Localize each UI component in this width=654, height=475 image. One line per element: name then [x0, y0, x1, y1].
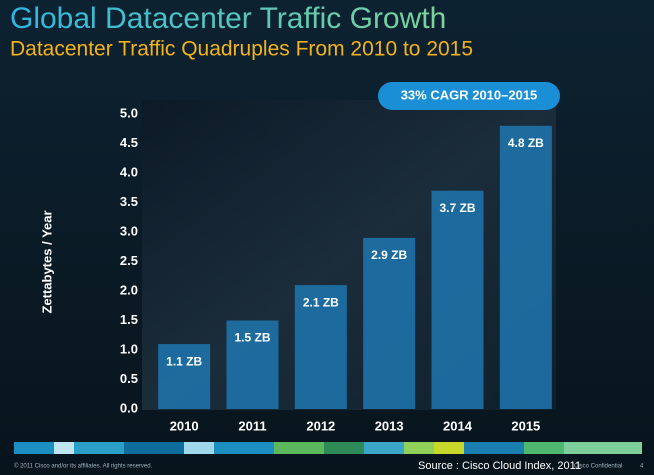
value-label: 2.9 ZB: [371, 248, 407, 262]
y-tick-label: 3.5: [120, 194, 138, 209]
x-tick-label: 2013: [375, 418, 404, 433]
y-tick-label: 4.5: [120, 135, 138, 150]
value-label: 3.7 ZB: [439, 201, 475, 215]
x-tick-label: 2012: [306, 418, 335, 433]
x-tick-label: 2015: [511, 418, 540, 433]
x-tick-label: 2010: [170, 418, 199, 433]
y-tick-label: 0.0: [120, 400, 138, 415]
y-tick-label: 2.0: [120, 282, 138, 297]
bar: [294, 285, 347, 409]
subtitle: Datacenter Traffic Quadruples From 2010 …: [10, 38, 473, 61]
value-label: 1.5 ZB: [234, 331, 270, 345]
color-strip: [14, 442, 642, 454]
y-tick-label: 5.0: [120, 105, 138, 120]
bar: [158, 344, 211, 409]
copyright: © 2011 Cisco and/or its affiliates. All …: [14, 463, 153, 470]
value-label: 2.1 ZB: [303, 295, 339, 309]
x-tick-label: 2011: [238, 418, 266, 433]
title: Global Datacenter Traffic Growth: [10, 2, 446, 35]
y-tick-label: 4.0: [120, 164, 138, 179]
confidential: Cisco Confidential: [574, 464, 622, 470]
x-tick-label: 2014: [443, 418, 473, 433]
plot-background: [142, 100, 556, 410]
y-tick-label: 1.0: [120, 341, 138, 356]
bar: [499, 125, 552, 410]
y-tick-label: 3.0: [120, 223, 138, 238]
y-tick-label: 0.5: [120, 371, 138, 386]
value-label: 1.1 ZB: [166, 354, 202, 368]
y-tick-label: 2.5: [120, 253, 138, 268]
y-tick-label: 1.5: [120, 312, 138, 327]
page-number: 4: [640, 464, 644, 470]
bar: [363, 237, 416, 409]
bar: [226, 320, 279, 409]
annotation-pill: [378, 82, 560, 110]
annotation: 33% CAGR 2010–2015: [401, 87, 538, 102]
y-axis-label: Zettabytes / Year: [39, 210, 54, 313]
source: Source : Cisco Cloud Index, 2011: [418, 460, 581, 472]
bar: [431, 190, 484, 409]
value-label: 4.8 ZB: [508, 136, 544, 150]
